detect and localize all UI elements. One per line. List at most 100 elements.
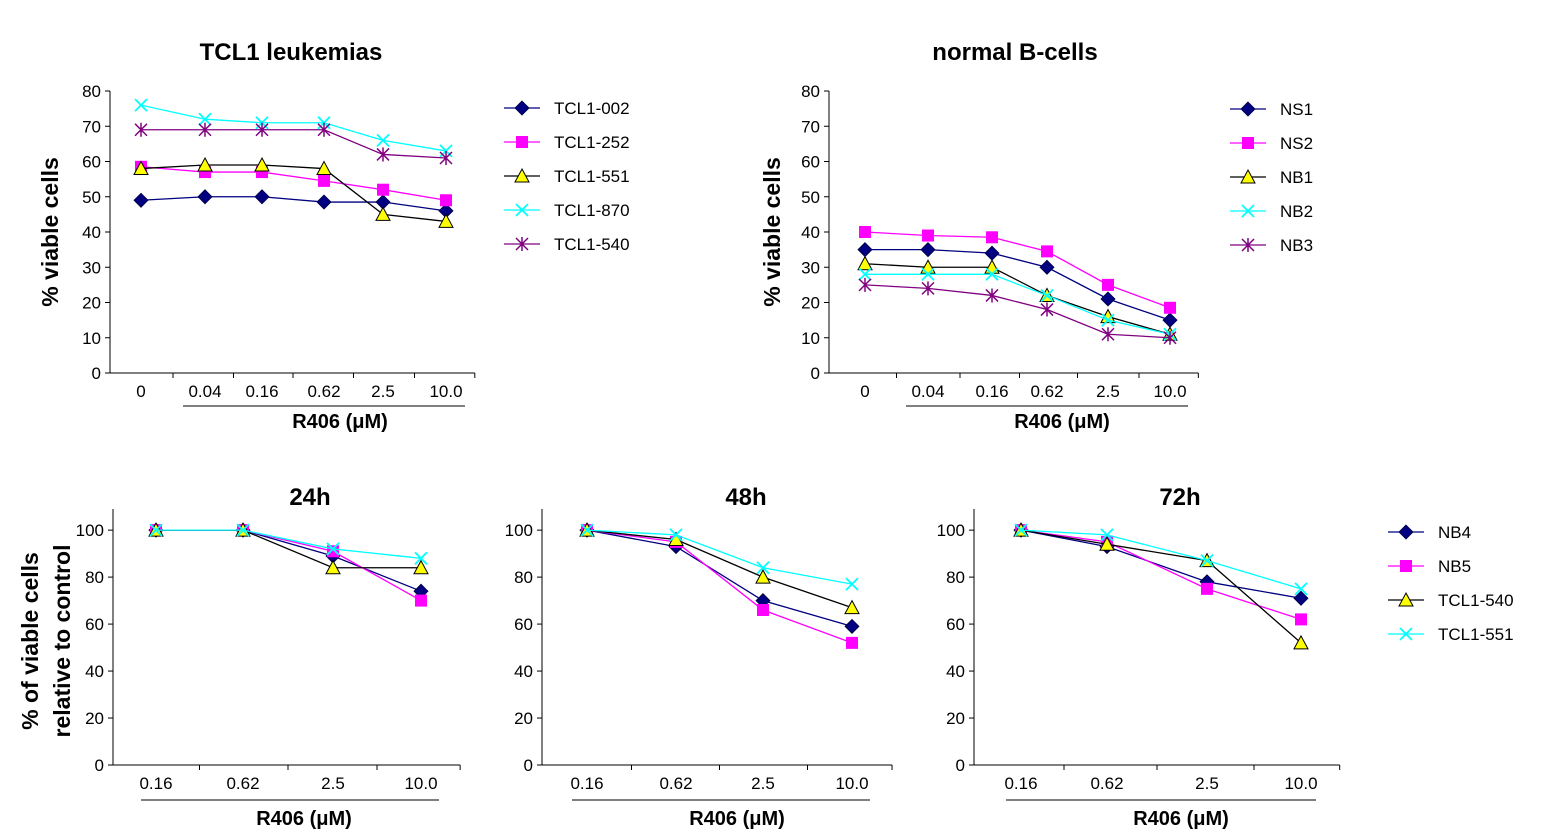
y-tick-label: 10 <box>801 329 820 348</box>
x-tick-label: 0.62 <box>1090 774 1123 793</box>
y-tick-label: 100 <box>937 521 965 540</box>
series-line <box>156 529 421 569</box>
x-tick-label: 2.5 <box>1096 382 1120 401</box>
data-point <box>1200 554 1214 568</box>
series-line <box>864 263 1171 335</box>
data-point <box>327 545 339 558</box>
data-point <box>985 267 999 281</box>
series-line <box>156 529 422 602</box>
data-point <box>846 636 858 649</box>
data-point <box>316 194 332 210</box>
legend-marker <box>1242 137 1254 149</box>
legend-label: NS1 <box>1280 100 1313 119</box>
data-point <box>921 281 935 296</box>
y-axis-label-line: relative to control <box>49 545 75 738</box>
series-nb5 <box>150 524 427 607</box>
legend: NB4 NB5 TCL1-540 TCL1-551 <box>1388 523 1514 644</box>
data-point <box>844 618 860 634</box>
y-tick-label: 80 <box>82 82 101 101</box>
data-point <box>376 147 390 162</box>
y-tick-label: 0 <box>95 756 104 775</box>
chart-tcl1-leukemias: TCL1 leukemias 0 10 20 30 40 50 60 70 80 0 0.04 0.16… <box>37 39 630 433</box>
series-line <box>140 166 447 201</box>
y-tick-label: 70 <box>801 117 820 136</box>
series-line <box>1020 529 1302 590</box>
series-nb4 <box>148 522 429 599</box>
y-tick-label: 60 <box>801 153 820 172</box>
y-tick-label: 60 <box>82 153 101 172</box>
legend-marker <box>514 100 530 116</box>
series-nb3 <box>858 277 1177 345</box>
legend-marker <box>1398 524 1414 540</box>
series-line <box>865 273 1171 335</box>
x-tick-label: 0.04 <box>188 382 221 401</box>
legend-label: TCL1-551 <box>1438 625 1514 644</box>
data-point <box>133 160 149 176</box>
data-point <box>414 551 428 565</box>
series-nb1 <box>857 255 1178 341</box>
series-line <box>141 129 447 159</box>
legend-marker <box>515 237 529 251</box>
legend-label: TCL1-540 <box>1438 591 1514 610</box>
legend-label: NB2 <box>1280 202 1313 221</box>
series-line <box>864 284 1171 339</box>
data-point <box>1293 590 1309 606</box>
legend-label: TCL1-002 <box>554 99 630 118</box>
data-point <box>198 112 212 126</box>
data-point <box>438 213 454 228</box>
legend-label: TCL1-551 <box>554 167 630 186</box>
data-point <box>1014 523 1028 537</box>
data-point <box>857 255 873 271</box>
data-point <box>1162 312 1178 328</box>
x-axis-label: R406 (μM) <box>292 411 388 433</box>
data-point <box>198 122 212 137</box>
data-point <box>317 122 331 137</box>
series-line <box>140 164 447 223</box>
series-tcl1-540 <box>1013 522 1309 650</box>
series-line <box>586 529 853 644</box>
data-point <box>255 122 269 137</box>
x-tick-label: 10.0 <box>835 774 868 793</box>
data-point <box>1101 313 1115 327</box>
data-point <box>149 523 163 537</box>
series-tcl1-002 <box>133 189 454 219</box>
x-tick-label: 0 <box>136 382 145 401</box>
data-point <box>844 599 860 615</box>
series-tcl1-551 <box>580 523 859 591</box>
x-tick-label: 2.5 <box>371 382 395 401</box>
data-point <box>197 156 213 172</box>
chart-24h: 24h 0 20 40 60 80 100 0.16 0.62 2.5 10.0 R406 (μM)%… <box>17 484 461 830</box>
y-tick-label: 0 <box>92 364 101 383</box>
data-point <box>1039 259 1055 275</box>
data-point <box>858 267 872 281</box>
data-point <box>413 559 429 575</box>
legend-label: NB3 <box>1280 236 1313 255</box>
y-tick-label: 20 <box>946 709 965 728</box>
data-point <box>375 206 391 221</box>
x-tick-label: 2.5 <box>1195 774 1219 793</box>
x-tick-label: 0.62 <box>1030 382 1063 401</box>
series-ns2 <box>859 226 1176 314</box>
x-axis-label: R406 (μM) <box>689 808 785 830</box>
data-point <box>922 229 934 242</box>
data-point <box>580 523 594 537</box>
series-tcl1-252 <box>135 160 452 207</box>
legend-marker <box>514 167 530 183</box>
data-point <box>1102 278 1114 291</box>
legend-marker <box>515 203 529 217</box>
y-tick-label: 100 <box>76 521 104 540</box>
data-point <box>133 192 149 208</box>
y-tick-label: 0 <box>811 364 820 383</box>
data-point <box>1041 245 1053 258</box>
series-tcl1-540 <box>134 122 453 165</box>
y-tick-label: 40 <box>946 662 965 681</box>
series-tcl1-870 <box>134 98 453 158</box>
y-tick-label: 80 <box>85 568 104 587</box>
legend-marker <box>516 136 528 148</box>
x-axis-label: R406 (μM) <box>1133 808 1229 830</box>
y-axis-label: % viable cells <box>759 157 785 307</box>
data-point <box>984 245 1000 261</box>
series-tcl1-551 <box>133 156 454 228</box>
legend-label: NS2 <box>1280 134 1313 153</box>
y-tick-label: 70 <box>82 117 101 136</box>
